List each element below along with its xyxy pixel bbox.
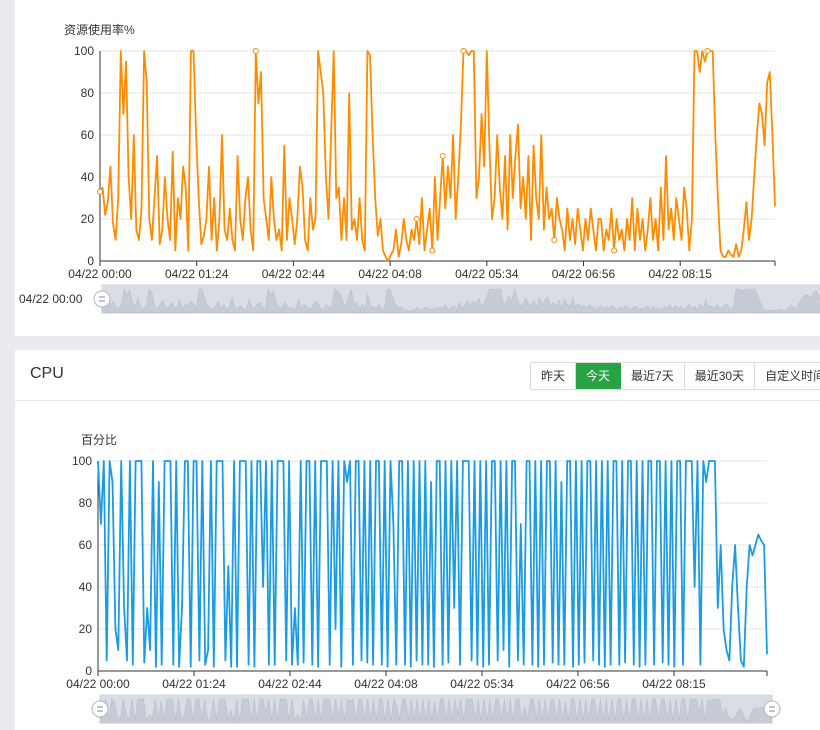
y-tick-label: 100 xyxy=(72,454,92,468)
series-line xyxy=(99,50,776,262)
data-point-marker xyxy=(97,188,103,195)
x-tick-label: 04/22 00:00 xyxy=(68,267,132,281)
y-tick-label: 60 xyxy=(79,538,93,552)
zoom-handle-left[interactable] xyxy=(91,700,109,718)
y-tick-label: 20 xyxy=(79,622,93,636)
series-line xyxy=(97,460,768,668)
y-axis-label: 资源使用率% xyxy=(64,22,135,37)
y-tick-label: 0 xyxy=(87,254,94,268)
y-tick-label: 40 xyxy=(81,170,95,184)
zoom-handle-left[interactable] xyxy=(93,290,111,308)
zoom-slider-preview xyxy=(99,697,773,724)
range-today-button[interactable]: 今天 xyxy=(576,363,622,389)
y-tick-label: 40 xyxy=(79,580,93,594)
data-point-marker xyxy=(252,48,259,54)
x-tick-label: 04/22 02:44 xyxy=(258,677,322,691)
x-tick-label: 04/22 06:56 xyxy=(546,677,610,691)
range-custom-button[interactable]: 自定义时间 xyxy=(755,363,820,389)
cpu-chart: 百分比 0 20 40 60 80 100 04/22 00:00 04/22 01:24 04/… xyxy=(66,433,781,724)
range-30days-button[interactable]: 最近30天 xyxy=(684,363,756,389)
y-tick-label: 80 xyxy=(79,496,93,510)
x-tick-label: 04/22 08:15 xyxy=(648,267,712,281)
zoom-handle-right[interactable] xyxy=(763,700,781,718)
data-point-marker xyxy=(439,153,446,159)
panel-title: CPU xyxy=(30,365,64,382)
zoom-slider-preview xyxy=(101,287,820,314)
y-tick-label: 60 xyxy=(81,128,95,142)
cpu-panel: CPU 昨天 今天 最近7天 最近30天 自定义时间 百分比 0 20 40 60 80 1… xyxy=(15,350,820,730)
x-tick-label: 04/22 05:34 xyxy=(455,267,519,281)
cpu-panel-header: CPU 昨天 今天 最近7天 最近30天 自定义时间 xyxy=(15,350,820,401)
x-tick-label: 04/22 02:44 xyxy=(262,267,326,281)
data-point-marker xyxy=(429,247,436,254)
y-tick-label: 0 xyxy=(85,664,92,678)
resource-usage-panel: 资源使用率% 0 20 40 60 80 100 04/22 00:00 04/22 01:24… xyxy=(15,0,820,336)
range-7days-button[interactable]: 最近7天 xyxy=(621,363,685,389)
x-tick-label: 04/22 08:15 xyxy=(642,677,706,691)
x-tick-label: 04/22 05:34 xyxy=(450,677,514,691)
time-range-selector: 昨天 今天 最近7天 最近30天 自定义时间 xyxy=(530,362,820,390)
data-point-marker xyxy=(413,216,420,222)
x-tick-label: 04/22 04:08 xyxy=(354,677,418,691)
data-point-marker xyxy=(611,247,618,254)
y-tick-label: 20 xyxy=(81,212,95,226)
range-yesterday-button[interactable]: 昨天 xyxy=(531,363,577,389)
x-tick-label: 04/22 01:24 xyxy=(162,677,226,691)
y-axis-label: 百分比 xyxy=(81,433,117,447)
data-point-marker xyxy=(551,237,558,243)
y-tick-label: 80 xyxy=(81,86,95,100)
x-tick-label: 04/22 00:00 xyxy=(66,677,130,691)
zoom-start-label: 04/22 00:00 xyxy=(19,292,83,306)
x-tick-label: 04/22 01:24 xyxy=(165,267,229,281)
x-tick-label: 04/22 06:56 xyxy=(552,267,616,281)
resource-usage-chart: 资源使用率% 0 20 40 60 80 100 04/22 00:00 04/22 01:24… xyxy=(19,22,820,314)
x-tick-label: 04/22 04:08 xyxy=(358,267,422,281)
data-point-marker xyxy=(704,48,711,54)
y-tick-label: 100 xyxy=(74,44,94,58)
data-point-marker xyxy=(460,48,467,54)
